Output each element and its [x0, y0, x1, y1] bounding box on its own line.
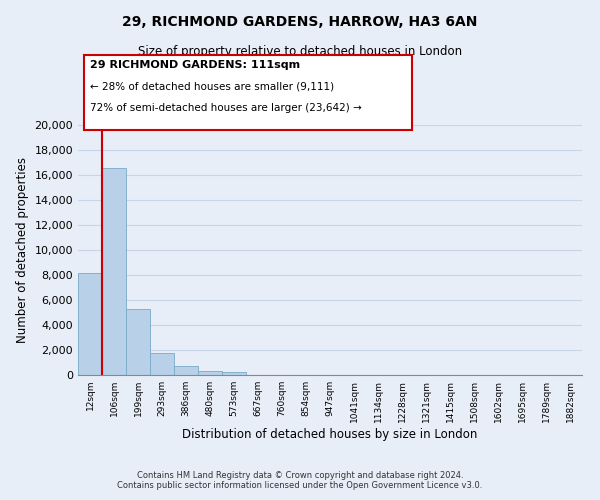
X-axis label: Distribution of detached houses by size in London: Distribution of detached houses by size …: [182, 428, 478, 440]
Bar: [150, 352, 174, 375]
Bar: [126, 308, 150, 375]
Bar: [222, 372, 246, 375]
Bar: [102, 168, 126, 375]
Bar: [198, 371, 222, 375]
Text: Size of property relative to detached houses in London: Size of property relative to detached ho…: [138, 45, 462, 58]
Y-axis label: Number of detached properties: Number of detached properties: [16, 157, 29, 343]
Bar: [174, 366, 198, 375]
Text: 29, RICHMOND GARDENS, HARROW, HA3 6AN: 29, RICHMOND GARDENS, HARROW, HA3 6AN: [122, 15, 478, 29]
Text: Contains HM Land Registry data © Crown copyright and database right 2024.
Contai: Contains HM Land Registry data © Crown c…: [118, 470, 482, 490]
Text: 29 RICHMOND GARDENS: 111sqm: 29 RICHMOND GARDENS: 111sqm: [90, 60, 300, 70]
Text: 72% of semi-detached houses are larger (23,642) →: 72% of semi-detached houses are larger (…: [90, 103, 362, 113]
Text: ← 28% of detached houses are smaller (9,111): ← 28% of detached houses are smaller (9,…: [90, 82, 334, 92]
Bar: [78, 272, 102, 375]
